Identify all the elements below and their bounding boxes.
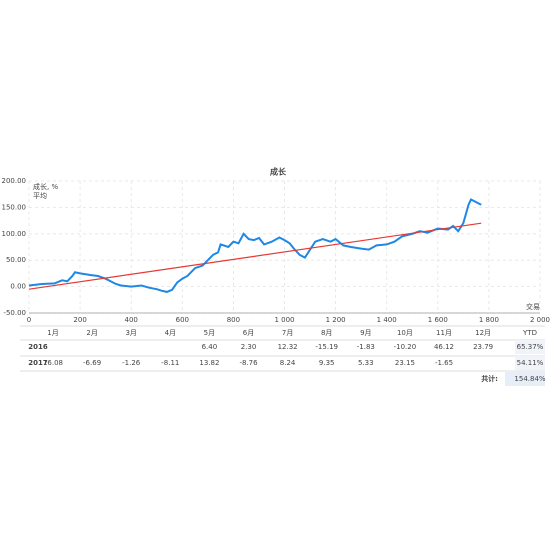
table-cell: 6.40 [202, 343, 218, 351]
table-cell: 8.24 [280, 359, 296, 367]
table-cell: 23.79 [473, 343, 493, 351]
table-cell: 9.35 [319, 359, 335, 367]
x-tick-label: 1 400 [377, 316, 397, 324]
column-header: 12月 [475, 329, 491, 337]
legend-entry: 成长, % [33, 182, 58, 191]
x-tick-label: 1 600 [428, 316, 448, 324]
x-tick-label: 800 [227, 316, 240, 324]
x-tick-label: 1 000 [274, 316, 294, 324]
column-header: 9月 [360, 329, 371, 337]
y-tick-label: 50.00 [6, 256, 26, 264]
total-value: 154.84% [514, 375, 545, 383]
column-header: 3月 [125, 329, 136, 337]
y-tick-label: -50.00 [3, 309, 26, 317]
ytd-cell: 65.37% [517, 343, 544, 351]
x-tick-label: 0 [27, 316, 31, 324]
x-tick-label: 200 [73, 316, 86, 324]
column-header: 6月 [243, 329, 254, 337]
series-line [28, 198, 482, 293]
table-cell: 12.32 [278, 343, 298, 351]
column-header: 4月 [165, 329, 176, 337]
table-cell: -15.19 [315, 343, 338, 351]
ytd-cell: 54.11% [517, 359, 544, 367]
x-tick-label: 1 800 [479, 316, 499, 324]
x-tick-label: 2 000 [530, 316, 550, 324]
total-label: 共计: [481, 374, 498, 383]
x-axis-label: 交易 [526, 302, 540, 311]
column-header: YTD [522, 329, 537, 337]
table-cell: -1.26 [122, 359, 141, 367]
table-cell: 16.08 [43, 359, 63, 367]
table-cell: 46.12 [434, 343, 454, 351]
column-header: 10月 [397, 329, 413, 337]
x-tick-label: 600 [176, 316, 189, 324]
column-header: 5月 [204, 329, 215, 337]
ytd-bg [515, 356, 545, 370]
table-cell: 2.30 [241, 343, 257, 351]
y-tick-label: 200.00 [2, 177, 27, 185]
column-header: 11月 [436, 329, 452, 337]
table-cell: -1.83 [357, 343, 375, 351]
table-cell: -6.69 [83, 359, 101, 367]
y-tick-label: 100.00 [2, 230, 27, 238]
column-header: 1月 [47, 329, 58, 337]
column-header: 2月 [86, 329, 97, 337]
table-cell: 23.15 [395, 359, 415, 367]
legend-entry: 平均 [33, 191, 47, 200]
chart-title: 成长 [270, 167, 287, 177]
table-cell: 5.33 [358, 359, 374, 367]
table-cell: -8.76 [239, 359, 258, 367]
series-line [28, 222, 482, 290]
column-header: 8月 [321, 329, 332, 337]
y-tick-label: 0.00 [10, 283, 26, 291]
x-tick-label: 400 [125, 316, 138, 324]
table-cell: -1.65 [435, 359, 453, 367]
table-cell: -10.20 [394, 343, 417, 351]
table-cell: -8.11 [161, 359, 179, 367]
x-tick-label: 1 200 [326, 316, 346, 324]
table-cell: 13.82 [199, 359, 219, 367]
ytd-bg [515, 340, 545, 354]
row-label: 2016 [28, 343, 48, 351]
y-tick-label: 150.00 [2, 203, 27, 211]
row-label: 2017 [28, 359, 48, 367]
total-bg [505, 372, 545, 386]
column-header: 7月 [282, 329, 293, 337]
